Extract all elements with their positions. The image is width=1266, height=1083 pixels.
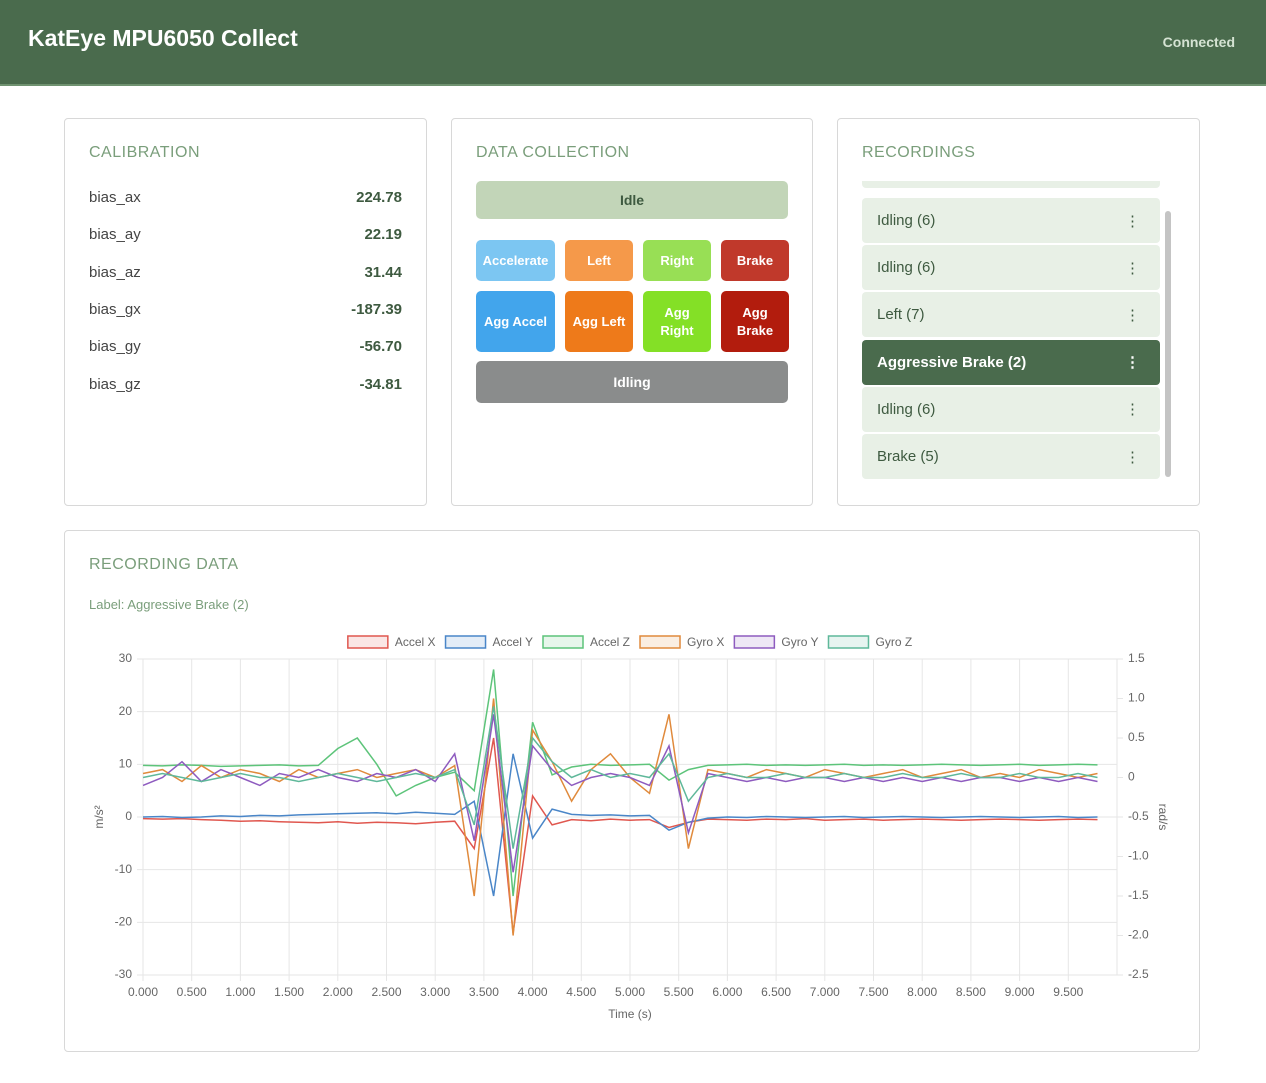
app-title: KatEye MPU6050 Collect <box>28 25 298 51</box>
recording-name: Left (7) <box>877 306 925 324</box>
calibration-row: bias_ay 22.19 <box>89 226 402 243</box>
bias-value: -34.81 <box>359 375 402 393</box>
recording-name: Idling (6) <box>877 400 936 418</box>
bias-value: 224.78 <box>356 189 402 206</box>
bias-value: 31.44 <box>364 263 402 281</box>
panel-title: CALIBRATION <box>89 144 200 161</box>
calibration-row: bias_gz -34.81 <box>89 376 402 393</box>
more-menu[interactable]: ⋮ <box>1125 448 1140 466</box>
label-button[interactable]: Left <box>565 240 633 281</box>
bias-name: bias_ax <box>89 189 141 206</box>
recording-name: Idling (6) <box>877 212 936 229</box>
recording-name: Brake (5) <box>877 448 939 465</box>
label-button[interactable]: Agg Left <box>565 291 633 352</box>
bias-name: bias_gx <box>89 300 141 318</box>
calibration-row: bias_az 31.44 <box>89 264 402 281</box>
recordings-list: Idling (6) ⋮ Idling (6) ⋮ Left (7) ⋮ Aggressiv… <box>862 181 1160 481</box>
header: KatEye MPU6050 Collect Connected <box>0 0 1266 86</box>
recording-item[interactable]: Left (7) ⋮ <box>862 292 1160 338</box>
calibration-row: bias_ax 224.78 <box>89 189 402 206</box>
calibration-row: bias_gx -187.39 <box>89 301 402 318</box>
recording-item[interactable]: Idling (6) ⋮ <box>862 198 1160 243</box>
panel-title: DATA COLLECTION <box>476 144 630 161</box>
label-buttons: Accelerate Left Right Brake Agg Accel Agg Lef… <box>476 240 789 352</box>
recording-item[interactable]: Idling (6) ⋮ <box>862 386 1160 432</box>
recordings-panel: RECORDINGS Idling (6) ⋮ Idling (6) ⋮ Left (7… <box>837 118 1200 506</box>
calibration-row: bias_gy -56.70 <box>89 338 402 355</box>
label-button[interactable]: Right <box>643 240 711 281</box>
more-menu[interactable]: ⋮ <box>1125 212 1140 230</box>
more-menu[interactable]: ⋮ <box>1125 306 1140 324</box>
panel-title: RECORDING DATA <box>89 556 239 573</box>
recording-item[interactable]: Idling (6) ⋮ <box>862 245 1160 291</box>
more-menu[interactable]: ⋮ <box>1125 259 1140 277</box>
label-button[interactable]: Agg Right <box>643 291 711 352</box>
label-button[interactable]: Agg Brake <box>721 291 789 352</box>
bias-value: -56.70 <box>359 338 402 356</box>
recording-name: Aggressive Brake (2) <box>877 353 1027 371</box>
more-menu[interactable]: ⋮ <box>1125 354 1140 372</box>
label-button[interactable]: Accelerate <box>476 240 555 281</box>
calibration-panel: CALIBRATION bias_ax 224.78 bias_ay 22.19 bia… <box>64 118 427 506</box>
data-collection-panel: DATA COLLECTION Idle Accelerate Left Right… <box>451 118 813 506</box>
bias-name: bias_gz <box>89 375 141 393</box>
recording-item[interactable]: Aggressive Brake (2) ⋮ <box>862 339 1160 385</box>
scrollbar[interactable] <box>1165 211 1171 477</box>
recording-name: Idling (6) <box>877 259 936 277</box>
connection-status: Connected <box>1162 34 1235 50</box>
bias-value: 22.19 <box>364 226 402 244</box>
recording-item-partial <box>862 181 1160 188</box>
bias-name: bias_az <box>89 263 141 281</box>
status-bar: Idle <box>476 181 788 219</box>
label-button[interactable]: Agg Accel <box>476 291 555 352</box>
label-button[interactable]: Brake <box>721 240 789 281</box>
bias-value: -187.39 <box>351 300 402 318</box>
bias-name: bias_ay <box>89 226 141 244</box>
panel-title: RECORDINGS <box>862 144 976 161</box>
more-menu[interactable]: ⋮ <box>1125 401 1140 419</box>
bias-name: bias_gy <box>89 338 141 356</box>
recording-item[interactable]: Brake (5) ⋮ <box>862 434 1160 479</box>
current-label-button[interactable]: Idling <box>476 361 788 403</box>
recording-label: Label: Aggressive Brake (2) <box>89 597 249 612</box>
recording-data-panel: RECORDING DATA Label: Aggressive Brake (… <box>64 530 1200 1052</box>
